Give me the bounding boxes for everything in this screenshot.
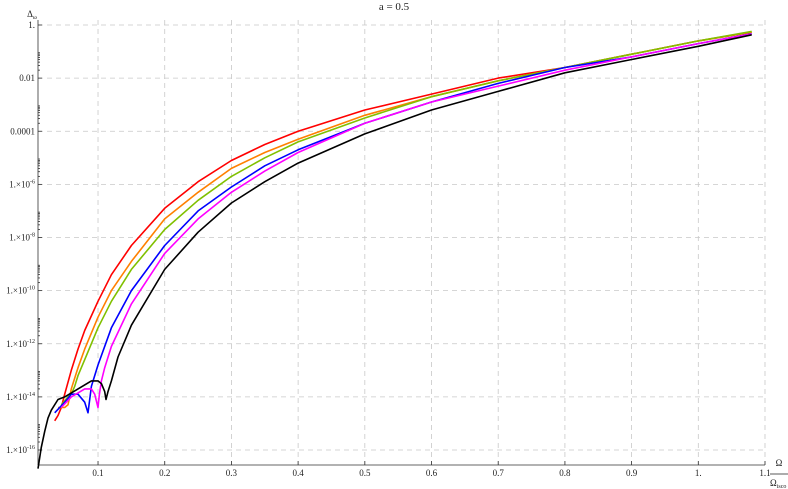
series-line-3 (60, 30, 752, 406)
x-tick-label: 0.9 (626, 468, 638, 478)
series-line-5 (60, 33, 752, 409)
x-tick-label: 1. (695, 468, 702, 478)
x-tick-label: 1.1 (759, 468, 770, 478)
series-line-4 (54, 33, 752, 414)
x-tick-label: 0.3 (226, 468, 238, 478)
x-axis-label-numerator: Ω (776, 458, 783, 468)
series (37, 30, 752, 469)
x-tick-label: 0.7 (493, 468, 505, 478)
x-tick-label: 0.6 (426, 468, 438, 478)
y-tick-label: 1.×10-16 (6, 445, 35, 455)
y-axis-label: Δω (27, 9, 37, 21)
y-tick-label: 0.01 (19, 73, 35, 83)
series-line-2 (58, 31, 752, 409)
y-ticks: 1. 0.01 0.0001 1.×10-6 1.×10-8 1.×10-10 1.×10-… (6, 20, 42, 455)
x-tick-label: 0.1 (92, 468, 103, 478)
x-tick-label: 0.8 (559, 468, 571, 478)
y-tick-label: 1.×10-14 (6, 392, 35, 402)
chart-title: a = 0.5 (379, 1, 410, 13)
y-tick-label: 1.×10-8 (9, 233, 35, 243)
x-tick-label: 0.4 (292, 468, 304, 478)
grid (38, 20, 766, 465)
y-tick-label: 1.×10-6 (9, 179, 35, 189)
x-axis-label-denominator: Ωisco (770, 478, 786, 489)
y-tick-label: 1.×10-12 (6, 339, 35, 349)
x-ticks: 0.1 0.2 0.3 0.4 0.5 0.6 0.7 0.8 0.9 1. 1.1 (92, 461, 771, 478)
y-tick-label: 1.×10-10 (6, 286, 35, 296)
x-tick-label: 0.2 (159, 468, 170, 478)
series-line-6 (37, 34, 752, 469)
x-axis-label: Ω Ωisco (770, 458, 788, 489)
axes (37, 20, 765, 466)
y-tick-label: 0.0001 (10, 126, 35, 136)
x-tick-label: 0.5 (359, 468, 371, 478)
series-line-1 (54, 31, 752, 422)
y-tick-label: 1. (28, 20, 35, 30)
